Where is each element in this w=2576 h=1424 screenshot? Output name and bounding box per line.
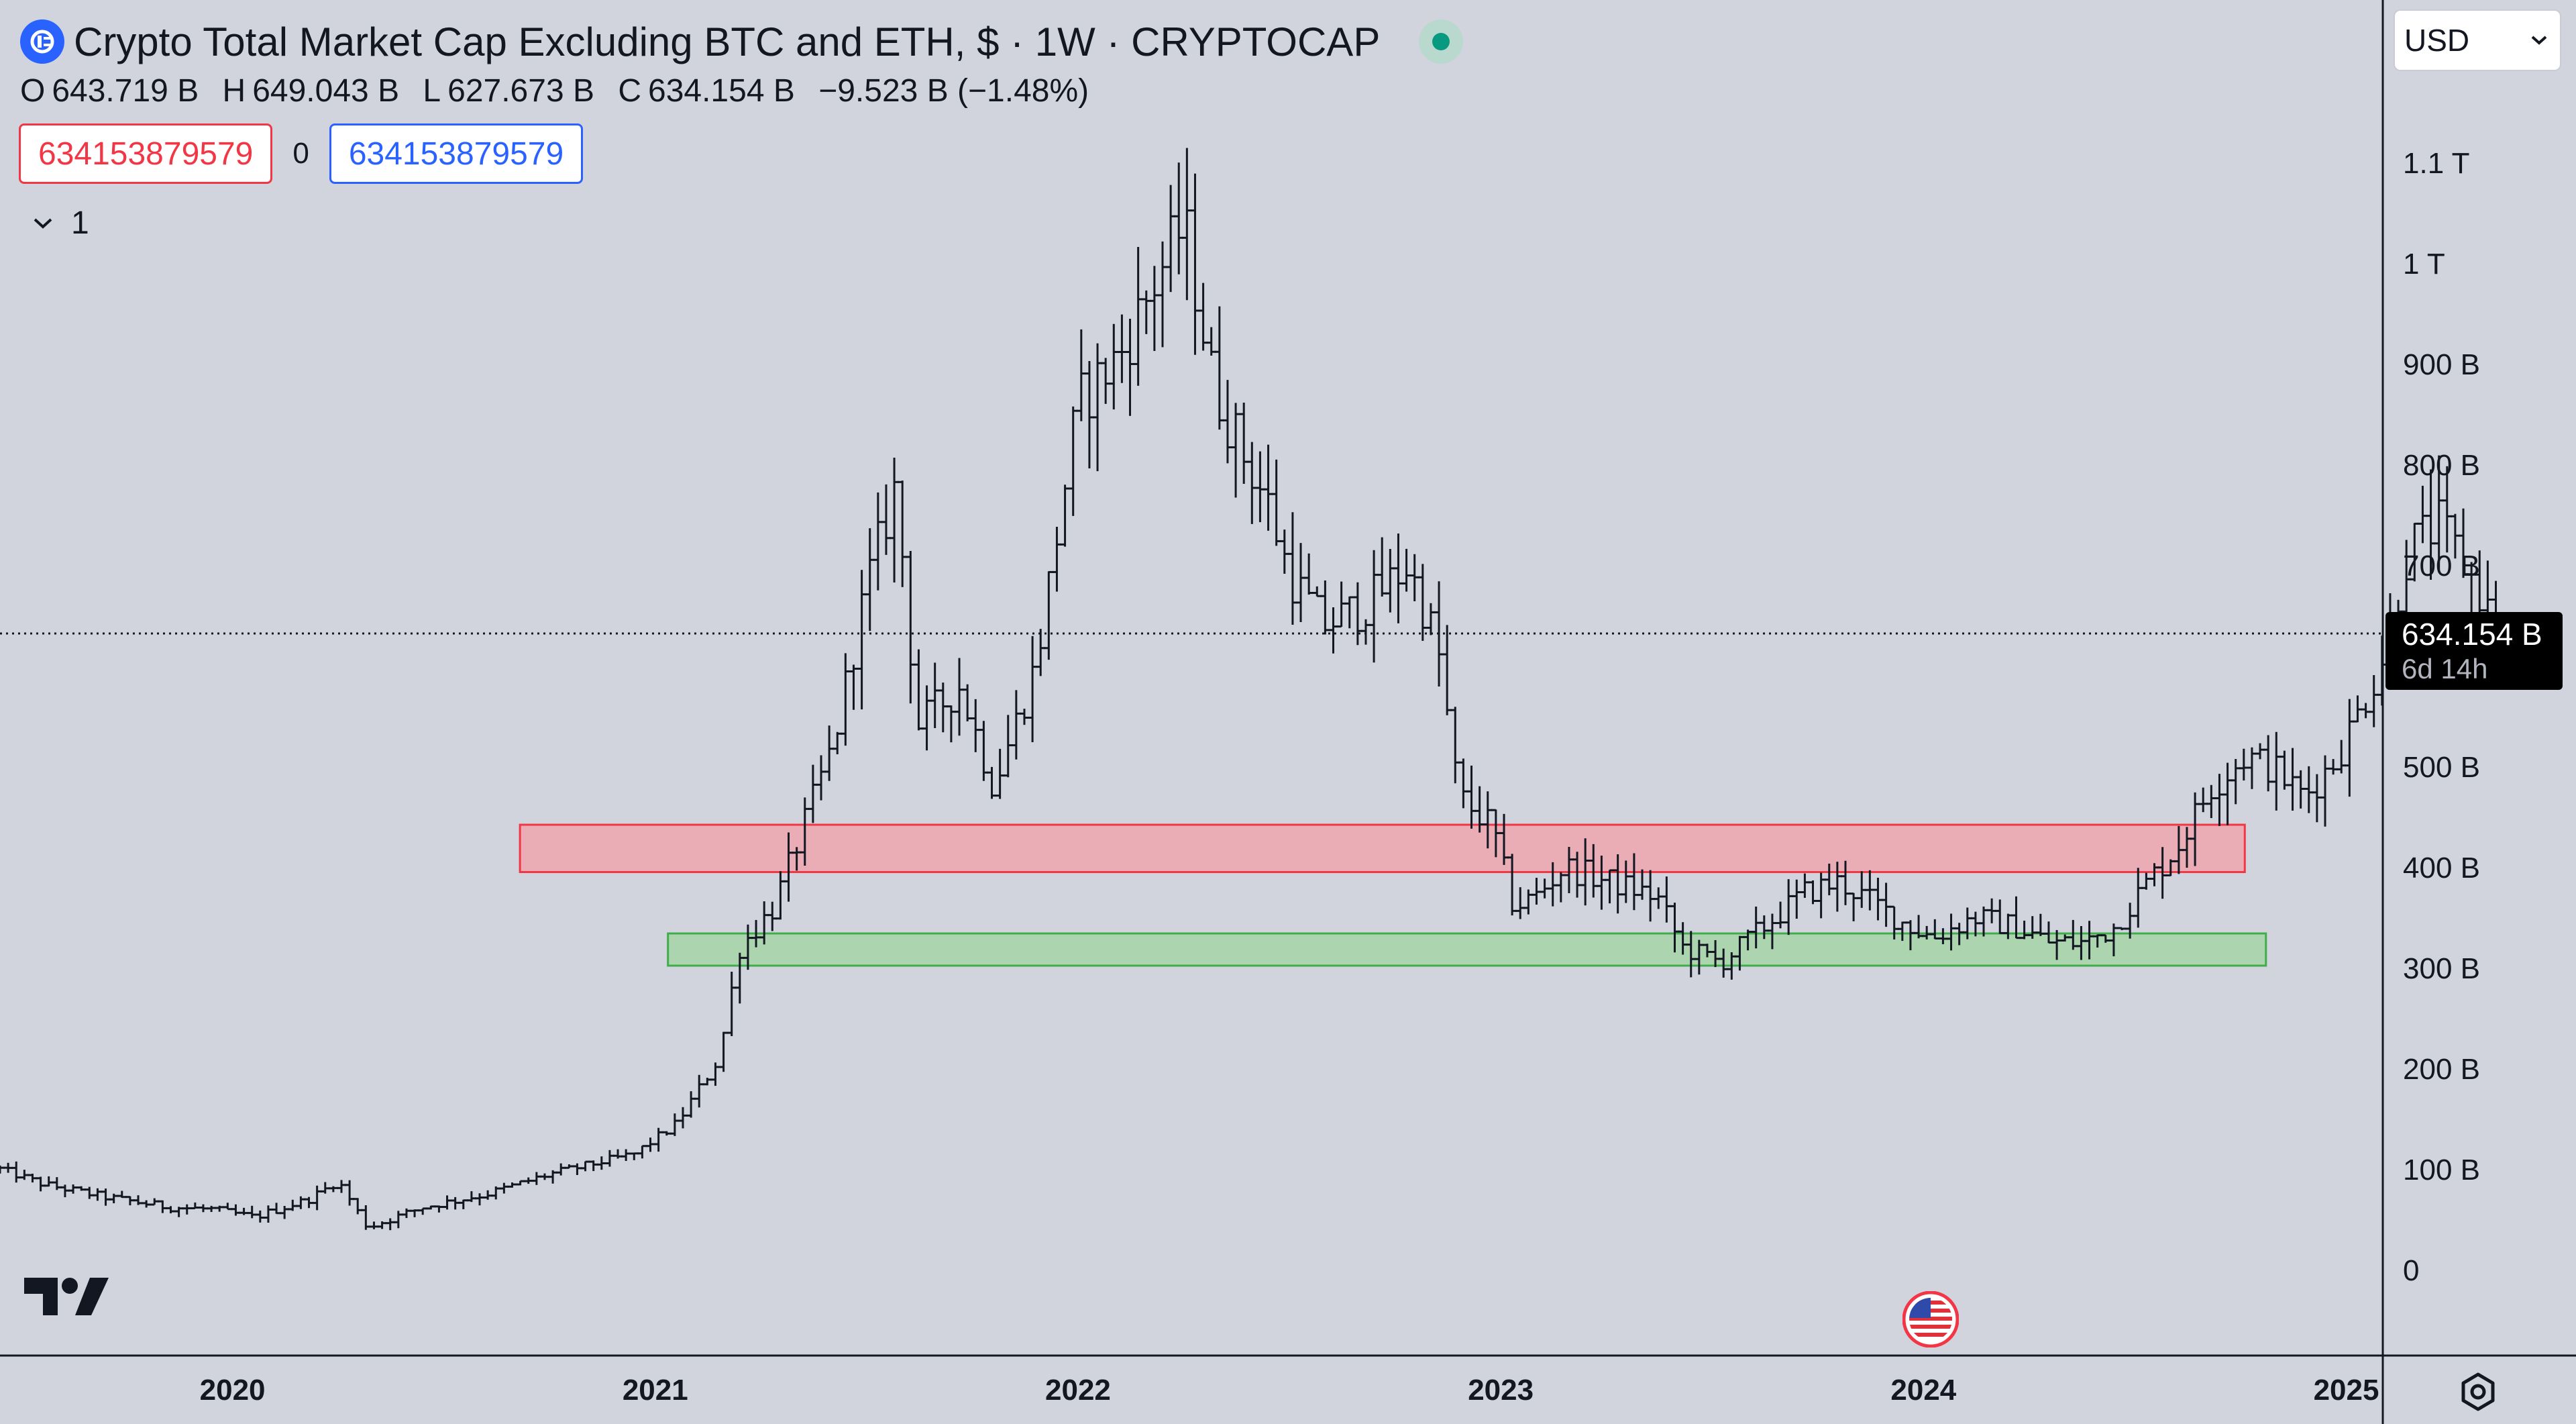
high-label: H xyxy=(222,73,246,109)
cryptocap-logo-icon xyxy=(20,19,64,64)
settings-icon[interactable] xyxy=(2457,1370,2500,1417)
price-axis: 0 100 B 200 B 300 B 400 B 500 B 700 B 800 B 900 … xyxy=(2403,147,2480,1287)
time-tick-label: 2025 xyxy=(2314,1374,2379,1407)
high-value: 649.043 B xyxy=(252,73,400,109)
bid-price-box[interactable]: 634153879579 xyxy=(19,123,273,184)
price-tick-label: 100 B xyxy=(2403,1154,2480,1186)
open-value: 643.719 B xyxy=(52,73,199,109)
price-tick-label: 800 B xyxy=(2403,449,2480,482)
spread-value: 0 xyxy=(292,137,309,170)
price-tick-label: 700 B xyxy=(2403,550,2480,582)
currency-value: USD xyxy=(2404,23,2470,58)
open-label: O xyxy=(20,73,46,109)
currency-select[interactable]: USD xyxy=(2394,9,2561,71)
tradingview-logo-icon[interactable] xyxy=(24,1274,109,1324)
symbol-header: Crypto Total Market Cap Excluding BTC an… xyxy=(20,15,1464,68)
last-price-value: 634.154 B xyxy=(2402,617,2542,652)
time-tick-label: 2023 xyxy=(1468,1374,1534,1407)
ohlc-bars xyxy=(0,148,2501,1231)
low-label: L xyxy=(423,73,441,109)
indicators-toggle[interactable]: 1 xyxy=(32,205,89,242)
last-price-label: 634.154 B 6d 14h xyxy=(2385,612,2563,690)
price-tick-label: 400 B xyxy=(2403,852,2480,884)
price-tick-label: 500 B xyxy=(2403,751,2480,784)
ohlc-bar xyxy=(2418,485,2428,544)
us-flag-icon[interactable] xyxy=(1902,1290,1960,1351)
time-axis: 2020 2021 2022 2023 2024 2025 xyxy=(200,1374,2379,1407)
price-tick-label: 200 B xyxy=(2403,1053,2480,1086)
time-tick-label: 2022 xyxy=(1045,1374,1111,1407)
market-status-icon[interactable] xyxy=(1419,19,1464,64)
close-value: 634.154 B xyxy=(648,73,795,109)
price-boxes: 634153879579 0 634153879579 xyxy=(19,123,584,184)
price-tick-label: 1.1 T xyxy=(2403,147,2469,180)
time-tick-label: 2024 xyxy=(1890,1374,1956,1407)
ask-price-box[interactable]: 634153879579 xyxy=(329,123,584,184)
ohlc-values: O 643.719 B H 649.043 B L 627.673 B C 634.15… xyxy=(20,72,1095,109)
price-tick-label: 1 T xyxy=(2403,248,2445,281)
low-value: 627.673 B xyxy=(447,73,594,109)
support-zone[interactable] xyxy=(667,932,2267,967)
time-tick-label: 2020 xyxy=(200,1374,266,1407)
chevron-down-icon xyxy=(2531,36,2547,45)
price-tick-label: 300 B xyxy=(2403,952,2480,985)
indicator-count: 1 xyxy=(71,205,89,241)
price-tick-label: 0 xyxy=(2403,1254,2419,1287)
price-tick-label: 900 B xyxy=(2403,348,2480,381)
chevron-down-icon xyxy=(34,218,52,229)
resistance-zone[interactable] xyxy=(519,823,2246,873)
symbol-title[interactable]: Crypto Total Market Cap Excluding BTC an… xyxy=(74,19,1381,64)
close-label: C xyxy=(618,73,641,109)
bar-countdown: 6d 14h xyxy=(2402,653,2488,684)
change-value: −9.523 B (−1.48%) xyxy=(818,73,1089,109)
time-tick-label: 2021 xyxy=(623,1374,688,1407)
